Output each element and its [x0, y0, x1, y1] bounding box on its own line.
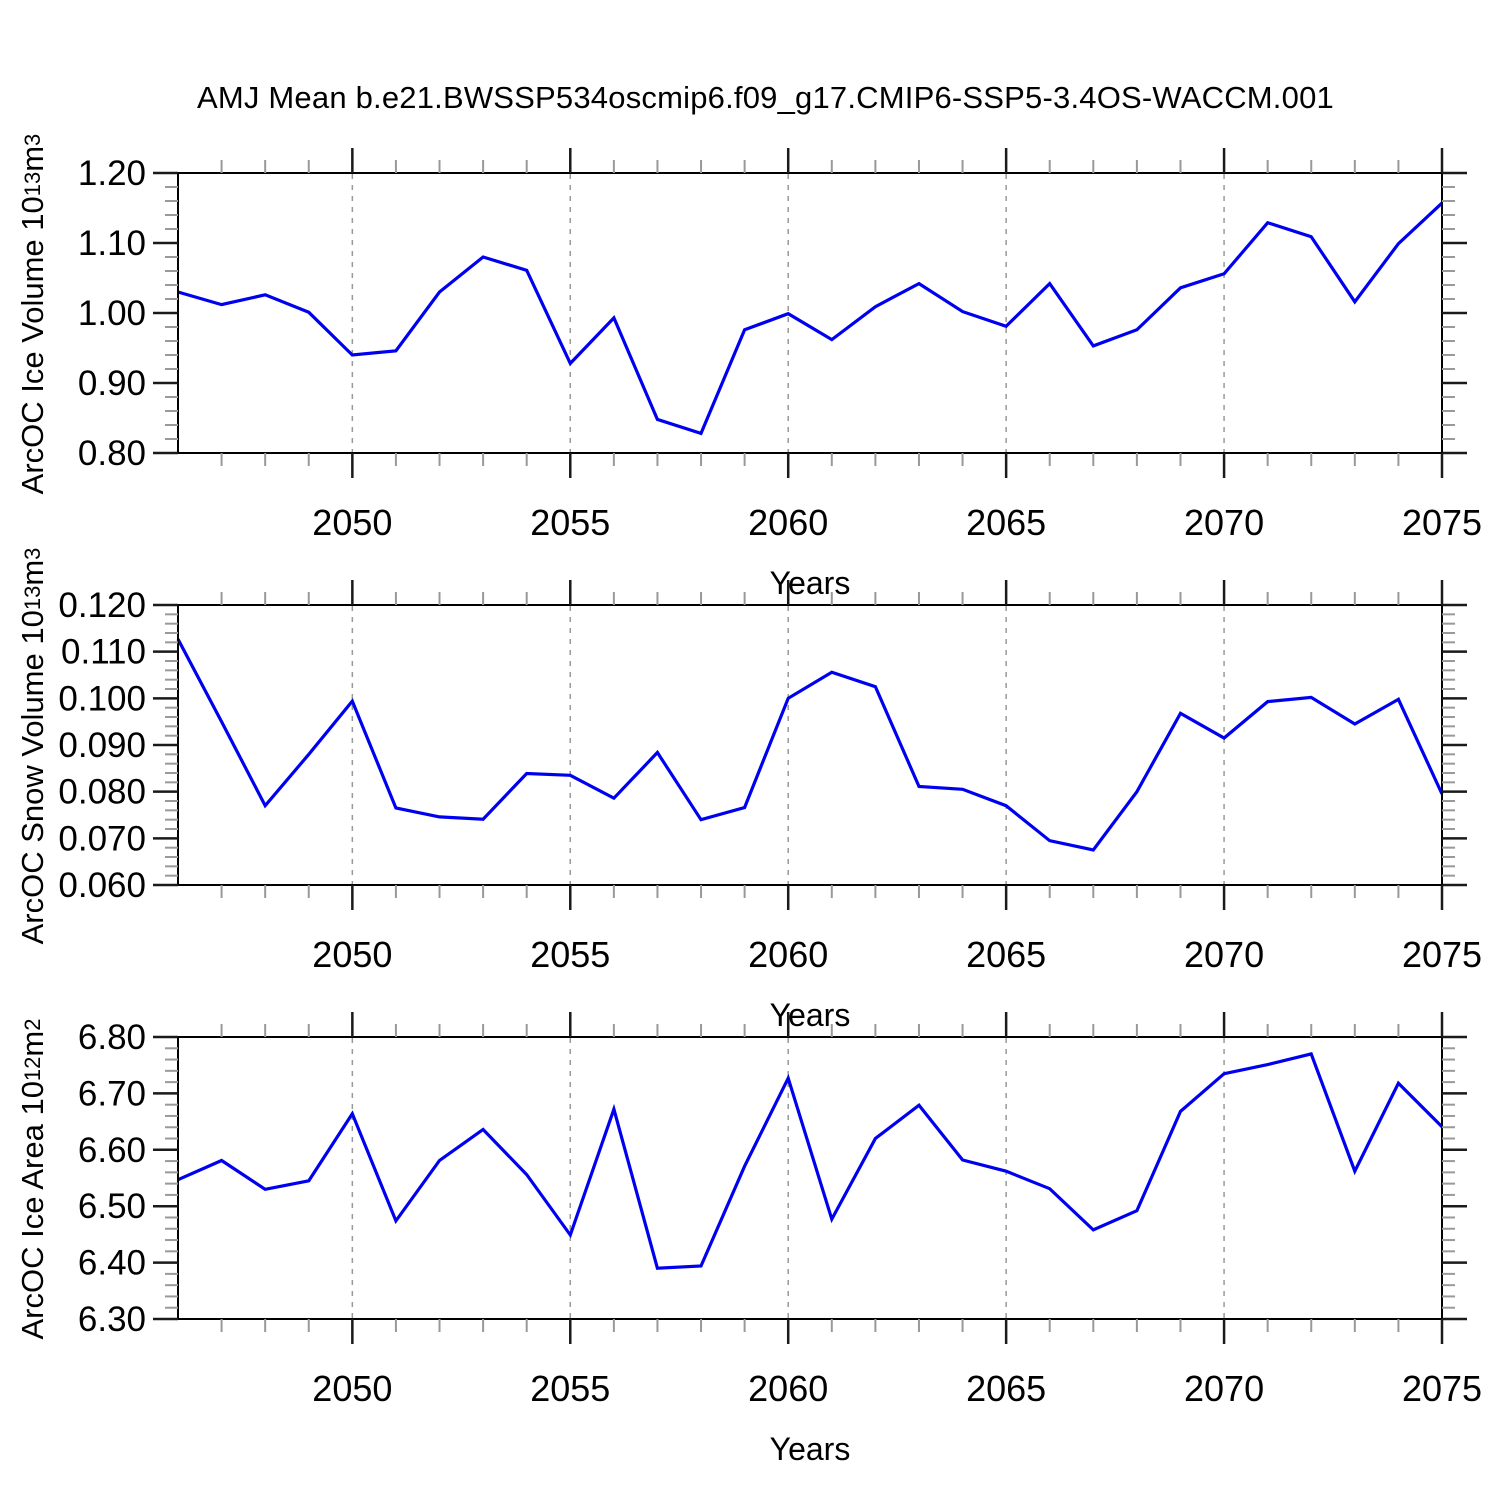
x-tick-label: 2070 — [1184, 1368, 1264, 1409]
x-tick-label: 2075 — [1402, 502, 1482, 543]
y-tick-label: 0.120 — [58, 586, 146, 625]
x-tick-label: 2065 — [966, 1368, 1046, 1409]
x-tick-label: 2070 — [1184, 934, 1264, 975]
y-tick-label: 1.00 — [78, 294, 146, 333]
y-tick-label: 0.070 — [58, 819, 146, 858]
x-tick-label: 2060 — [748, 934, 828, 975]
y-tick-label: 6.40 — [78, 1244, 146, 1283]
chart-title: AMJ Mean b.e21.BWSSP534oscmip6.f09_g17.C… — [197, 80, 1334, 115]
data-line — [176, 638, 1444, 852]
y-tick-label: 0.100 — [58, 679, 146, 718]
y-tick-label: 0.90 — [78, 364, 146, 403]
data-line — [177, 201, 1444, 436]
x-tick-label: 2060 — [748, 1368, 828, 1409]
y-axis-title-unit: m — [15, 559, 50, 586]
axis-frame — [177, 172, 1443, 454]
x-tick-label: 2050 — [312, 934, 392, 975]
x-tick-label: 2070 — [1184, 502, 1264, 543]
x-tick-label: 2055 — [530, 502, 610, 543]
y-tick-label: 0.110 — [61, 633, 146, 672]
x-tick-label: 2075 — [1402, 1368, 1482, 1409]
y-tick-label: 0.080 — [58, 773, 146, 812]
x-tick-label: 2065 — [966, 934, 1046, 975]
y-axis-title-text: ArcOC Ice Area 10 — [15, 1081, 50, 1340]
y-axis-title-unit: m — [15, 1030, 50, 1057]
x-tick-label: 2050 — [312, 1368, 392, 1409]
y-tick-label: 0.80 — [78, 434, 146, 473]
x-tick-label: 2075 — [1402, 934, 1482, 975]
x-axis-title: Years — [769, 997, 851, 1033]
x-tick-label: 2055 — [530, 1368, 610, 1409]
data-line — [177, 1052, 1444, 1270]
axis-frame — [177, 1036, 1443, 1320]
y-tick-label: 6.80 — [78, 1018, 146, 1057]
x-tick-label: 2055 — [530, 934, 610, 975]
y-tick-label: 6.70 — [78, 1074, 146, 1113]
x-tick-label: 2065 — [966, 502, 1046, 543]
y-tick-label: 0.090 — [58, 726, 146, 765]
y-tick-label: 6.30 — [78, 1300, 146, 1339]
y-tick-label: 0.060 — [58, 866, 146, 905]
x-axis-title: Years — [769, 565, 851, 601]
y-tick-label: 6.60 — [78, 1131, 146, 1170]
x-tick-label: 2050 — [312, 502, 392, 543]
x-axis-title: Years — [769, 1431, 851, 1467]
y-tick-label: 1.10 — [78, 224, 146, 263]
y-tick-label: 6.50 — [78, 1187, 146, 1226]
y-tick-label: 1.20 — [78, 154, 146, 193]
axis-frame — [177, 604, 1443, 886]
x-tick-label: 2060 — [748, 502, 828, 543]
y-axis-title-unit: m — [15, 145, 50, 172]
